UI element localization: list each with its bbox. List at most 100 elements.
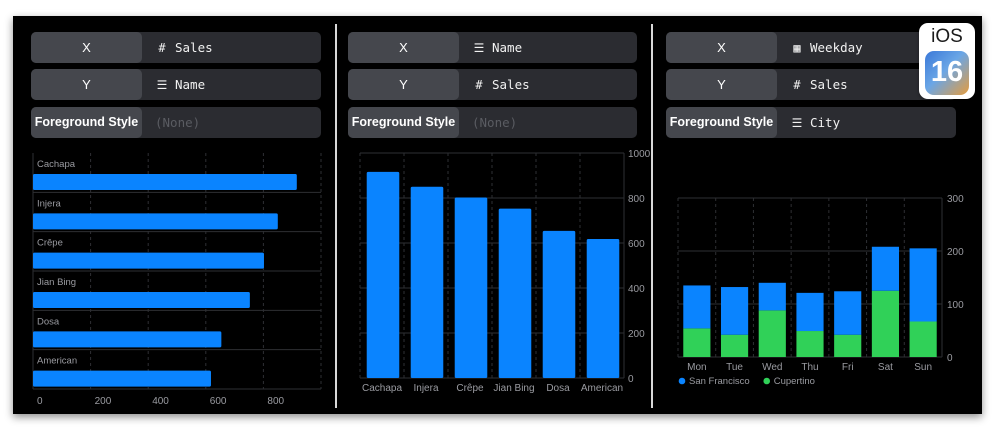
y-field-selector[interactable]: # Sales (790, 69, 848, 100)
x-tick-label: Dosa (546, 383, 570, 394)
bar-segment (871, 246, 900, 291)
foreground-style-button[interactable]: Foreground Style (348, 107, 459, 138)
bar-segment (909, 248, 937, 322)
ios-version-number: 16 (930, 56, 964, 88)
x-tick-label: 600 (210, 396, 227, 407)
panel-stacked-bar: X ▦ Weekday Y # Sales Foreground Style ☰ Ci… (653, 16, 982, 414)
foreground-style-row[interactable]: Foreground Style (None) (31, 107, 321, 138)
x-tick-label: Jian Bing (493, 383, 534, 394)
x-field-selector[interactable]: ▦ Weekday (790, 32, 863, 63)
foreground-style-row[interactable]: Foreground Style ☰ City (666, 107, 956, 138)
y-tick-label: 600 (628, 239, 645, 250)
x-tick-label: Crêpe (456, 383, 484, 394)
y-field-label: Sales (810, 77, 848, 92)
stacked-bar-chart: 0 100 200 300 Mon Tue Wed Thu Fri Sat Sun San Franc… (677, 194, 964, 387)
number-sign-icon: # (158, 41, 166, 55)
y-field-label: Name (175, 77, 206, 92)
x-tick-label: Cachapa (362, 383, 402, 394)
y-tick-label: 800 (628, 194, 645, 205)
bar (542, 230, 576, 378)
y-axis-button[interactable]: Y (666, 69, 777, 100)
bar (454, 197, 488, 378)
bar (33, 331, 222, 348)
x-axis-button[interactable]: X (348, 32, 459, 63)
y-field-label: Sales (492, 77, 530, 92)
x-field-selector[interactable]: # Sales (155, 32, 213, 63)
x-tick-label: 200 (95, 396, 112, 407)
x-field-label: Weekday (810, 40, 863, 55)
foreground-style-button[interactable]: Foreground Style (666, 107, 777, 138)
category-label: Injera (37, 198, 61, 209)
x-field-label: Sales (175, 40, 213, 55)
foreground-style-row[interactable]: Foreground Style (None) (348, 107, 637, 138)
bar (33, 213, 278, 230)
legend-label: Cupertino (774, 376, 815, 387)
ios-label: iOS (931, 26, 963, 47)
x-encoding-row[interactable]: X ☰ Name (348, 32, 637, 63)
x-field-selector[interactable]: ☰ Name (472, 32, 523, 63)
bar (33, 370, 211, 387)
y-axis-button[interactable]: Y (31, 69, 142, 100)
category-label: American (37, 356, 77, 367)
x-tick-label: Sun (914, 362, 932, 373)
x-tick-label: 0 (37, 396, 43, 407)
foreground-style-field[interactable]: (None) (155, 115, 201, 130)
foreground-style-label: City (810, 115, 841, 130)
number-sign-icon: # (793, 78, 801, 92)
x-tick-label: 800 (267, 396, 284, 407)
list-icon: ☰ (156, 78, 168, 92)
panel-divider (651, 24, 653, 408)
category-label: Cachapa (37, 159, 76, 170)
y-encoding-row[interactable]: Y # Sales (666, 69, 956, 100)
x-encoding-row[interactable]: X ▦ Weekday (666, 32, 956, 63)
y-tick-label: 300 (947, 194, 964, 205)
y-tick-label: 200 (947, 247, 964, 258)
panel-vertical-bar: X ☰ Name Y # Sales Foreground Style (None)… (337, 16, 651, 414)
x-tick-label: Tue (726, 362, 743, 373)
y-axis-button[interactable]: Y (348, 69, 459, 100)
bar-segment (758, 310, 786, 357)
panel-divider (335, 24, 337, 408)
x-tick-label: Mon (687, 362, 706, 373)
x-axis-button[interactable]: X (666, 32, 777, 63)
bar (33, 252, 264, 269)
bar-segment (683, 285, 711, 329)
number-sign-icon: # (475, 78, 483, 92)
bar-segment (834, 291, 862, 335)
foreground-style-field[interactable]: (None) (472, 115, 518, 130)
x-tick-label: 400 (152, 396, 169, 407)
bar (586, 238, 620, 378)
x-tick-label: Fri (842, 362, 854, 373)
y-tick-label: 1000 (628, 149, 651, 160)
x-tick-label: American (581, 383, 623, 394)
x-tick-label: Sat (878, 362, 893, 373)
ios-badge: iOS 16 (919, 23, 975, 99)
category-label: Jian Bing (37, 277, 76, 288)
bar (498, 208, 532, 378)
bar-segment (720, 287, 749, 335)
category-label: Dosa (37, 316, 60, 327)
y-field-selector[interactable]: ☰ Name (155, 69, 206, 100)
y-tick-label: 400 (628, 284, 645, 295)
category-label: Crêpe (37, 238, 63, 249)
x-tick-label: Injera (413, 383, 438, 394)
bar-segment (720, 334, 749, 357)
bar-segment (796, 331, 824, 357)
legend-swatch (763, 377, 771, 385)
calendar-icon: ▦ (793, 41, 801, 55)
x-tick-label: Wed (762, 362, 782, 373)
bar-segment (871, 290, 900, 357)
foreground-style-field[interactable]: ☰ City (790, 107, 841, 138)
foreground-style-button[interactable]: Foreground Style (31, 107, 142, 138)
y-encoding-row[interactable]: Y # Sales (348, 69, 637, 100)
x-tick-label: Thu (801, 362, 818, 373)
x-axis-button[interactable]: X (31, 32, 142, 63)
horizontal-bar-chart: 0 200 400 600 800 Cachapa Injera Crêpe Jian Bing… (32, 153, 322, 407)
panel-horizontal-bar: X # Sales Y ☰ Name Foreground Style (None)… (13, 16, 335, 414)
x-encoding-row[interactable]: X # Sales (31, 32, 321, 63)
list-icon: ☰ (473, 41, 485, 55)
legend-label: San Francisco (689, 376, 750, 387)
y-encoding-row[interactable]: Y ☰ Name (31, 69, 321, 100)
bar (410, 186, 444, 378)
y-field-selector[interactable]: # Sales (472, 69, 530, 100)
